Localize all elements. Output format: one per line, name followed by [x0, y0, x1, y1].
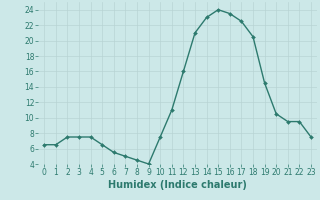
X-axis label: Humidex (Indice chaleur): Humidex (Indice chaleur) — [108, 180, 247, 190]
